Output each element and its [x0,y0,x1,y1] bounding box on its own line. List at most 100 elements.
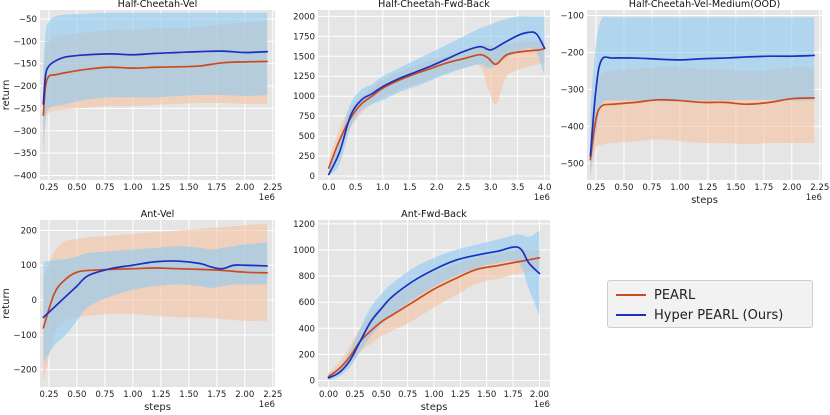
x-tick-label: 0.50 [67,390,86,400]
x-tick-label: 0.0 [322,183,336,193]
band-hyper-pearl-ours [328,230,540,381]
x-axis-label: steps [144,402,171,413]
line-pearl [327,47,546,169]
line-pearl [589,97,816,161]
y-tick-label: 500 [299,132,315,142]
series-group-half-cheetah-vel [42,12,269,172]
x-tick-label: 1.25 [451,390,470,400]
y-tick-label: 1000 [293,246,315,256]
x-tick-label: 3.5 [511,183,525,193]
x-axis-label: steps [691,195,718,206]
x-tick-label: 1.25 [151,390,170,400]
legend-item-hyper-pearl: Hyper PEARL (Ours) [616,306,783,324]
x-tick-label: 1.00 [123,183,142,193]
x-offset-label: 1e6 [534,193,550,203]
chart-half-cheetah-fwd-back: 0.0 0.5 1.0 1.5 2.0 2.5 3.0 3.5 4.0 0 250 500 750 100… [293,0,551,203]
series-group-ant-vel [42,223,269,384]
line-pearl [327,256,541,378]
y-tick-label: −250 [13,104,37,114]
x-tick-label: 2.25 [263,183,282,193]
y-tick-label: −150 [13,60,37,70]
y-tick-label: 0 [32,296,37,306]
line-hyper-pearl-ours [42,260,269,319]
x-tick-label: 1.75 [504,390,523,400]
x-tick-label: 4.0 [538,183,552,193]
y-axis-label: return [1,288,12,319]
y-tick-label: 600 [299,298,315,308]
x-tick-label: 0.50 [614,183,633,193]
x-tick-label: 1.25 [151,183,170,193]
series-group-half-cheetah-fwd-back [327,16,546,177]
y-tick-label: −200 [13,366,37,376]
legend-swatch-hyper-pearl [616,314,646,316]
y-tick-label: −200 [560,49,584,59]
chart-title: Ant-Vel [141,209,175,220]
line-hyper-pearl-ours [327,31,546,176]
y-tick-label: 250 [299,152,315,162]
y-tick-label: −100 [560,12,584,22]
x-tick-label: 0.75 [95,390,114,400]
x-tick-label: 0.25 [345,390,364,400]
y-tick-label: 1200 [293,220,315,230]
band-hyper-pearl-ours [328,16,545,177]
x-tick-label: 0.75 [642,183,661,193]
y-tick-label: −100 [13,331,37,341]
y-tick-label: 200 [21,226,37,236]
legend-swatch-pearl [616,294,646,296]
y-tick-label: 1000 [293,92,315,102]
legend-label-pearl: PEARL [654,287,696,303]
x-tick-label: 0.75 [398,390,417,400]
y-tick-label: −50 [19,15,37,25]
y-tick-label: 1250 [293,72,315,82]
x-axis-label: steps [421,402,448,413]
x-tick-label: 0.25 [39,183,58,193]
line-pearl [42,60,269,116]
x-tick-label: 1.5 [403,183,417,193]
x-tick-label: 2.0 [430,183,444,193]
x-tick-label: 1.00 [424,390,443,400]
x-tick-label: 2.00 [235,390,254,400]
x-tick-label: 2.00 [782,183,801,193]
x-tick-label: 1.75 [207,390,226,400]
x-tick-label: 0.25 [586,183,605,193]
y-tick-label: −400 [560,122,584,132]
x-tick-label: 1.0 [376,183,390,193]
y-axis-label: return [1,80,12,111]
series-group-half-cheetah-vel-medium-ood [589,16,816,179]
y-tick-label: 1500 [293,52,315,62]
x-tick-label: 1.00 [670,183,689,193]
x-tick-label: 1.50 [726,183,745,193]
x-tick-label: 1.25 [698,183,717,193]
chart-ant-vel: 0.25 0.50 0.75 1.00 1.25 1.50 1.75 2.00 2.25 200 1… [1,209,282,413]
series-group-ant-fwd-back [327,230,541,381]
band-hyper-pearl-ours [43,242,268,363]
x-tick-label: 2.5 [457,183,471,193]
x-tick-label: 2.25 [263,390,282,400]
y-tick-label: 800 [299,272,315,282]
chart-half-cheetah-vel-medium-ood: 0.25 0.50 0.75 1.00 1.25 1.50 1.75 2.00 2.25 −100… [560,0,829,206]
legend: PEARL Hyper PEARL (Ours) [607,280,813,328]
x-tick-label: 0.50 [372,390,391,400]
chart-title: Half-Cheetah-Vel [118,0,198,10]
y-tick-label: 200 [299,350,315,360]
y-tick-label: 1750 [293,32,315,42]
y-tick-label: −350 [13,149,37,159]
x-tick-label: 0.75 [95,183,114,193]
legend-item-pearl: PEARL [616,286,695,304]
chart-half-cheetah-vel: 0.25 0.50 0.75 1.00 1.25 1.50 1.75 2.00 2.25 −50 −… [1,0,282,203]
y-tick-label: 0 [310,172,315,182]
y-tick-label: −100 [13,37,37,47]
x-tick-label: 2.25 [810,183,829,193]
x-tick-label: 1.50 [179,183,198,193]
y-tick-label: −300 [560,85,584,95]
x-tick-label: 2.00 [235,183,254,193]
y-tick-label: 100 [21,261,37,271]
line-hyper-pearl-ours [589,54,816,157]
band-pearl [328,40,545,177]
chart-ant-fwd-back: 0.00 0.25 0.50 0.75 1.00 1.25 1.50 1.75 2.00 0 200… [293,209,550,413]
x-offset-label: 1e6 [806,193,822,203]
x-offset-label: 1e6 [259,193,275,203]
chart-title: Ant-Fwd-Back [401,209,467,220]
x-offset-label: 1e6 [534,400,550,410]
